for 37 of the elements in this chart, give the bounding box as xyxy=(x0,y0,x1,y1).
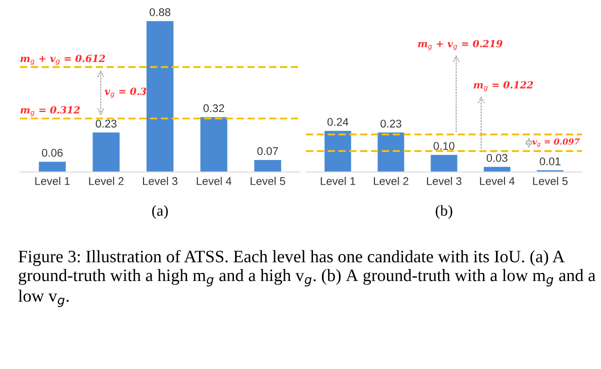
bar xyxy=(92,132,120,172)
bar xyxy=(430,154,458,172)
x-tick-label: Level 2 xyxy=(89,176,124,186)
bar xyxy=(200,117,228,172)
data-label: 0.10 xyxy=(434,142,454,150)
data-label: 0.01 xyxy=(540,157,560,166)
annotation: v$_{g}$ = 0.3 xyxy=(104,88,146,98)
x-tick-label: Level 4 xyxy=(196,176,232,186)
x-tick-label: Level 2 xyxy=(374,176,408,186)
data-label: 0.23 xyxy=(96,120,116,128)
bar xyxy=(324,130,352,172)
x-tick-label: Level 1 xyxy=(320,176,356,186)
x-tick-label: Level 5 xyxy=(533,176,568,186)
ref-line-label: m$_{g}$ + v$_{g}$ = 0.612 xyxy=(20,54,106,65)
data-label: 0.88 xyxy=(150,8,170,16)
data-label: 0.06 xyxy=(42,148,63,157)
ref-line-label: m$_{g}$ = 0.122 xyxy=(474,81,533,92)
ref-line-label: m$_{g}$ + v$_{g}$ = 0.219 xyxy=(418,40,502,50)
x-tick-label: Level 3 xyxy=(143,176,178,186)
bar xyxy=(146,21,174,172)
bar xyxy=(38,162,66,172)
data-label: 0.23 xyxy=(380,120,402,128)
data-label: 0.07 xyxy=(257,147,278,156)
annotation: v$_{g}$ = 0.097 xyxy=(532,138,580,148)
x-tick-label: Level 3 xyxy=(427,176,462,186)
x-tick-label: Level 5 xyxy=(250,176,286,186)
x-tick-label: Level 1 xyxy=(35,176,70,186)
data-label: 0.24 xyxy=(327,118,348,126)
data-label: 0.03 xyxy=(486,154,508,162)
text: Figure 3: Illustration of ATSS. Each level has one candidate with its IoU. (a) A ground-truth with a high m$_{g}$ and a high v$_{g}$. (b) A ground-truth with a low m$_{g}$ and a low v$_{g}$. xyxy=(18,250,596,308)
text: (a) xyxy=(152,205,168,219)
bar xyxy=(378,132,404,172)
bar xyxy=(254,160,282,172)
x-tick-label: Level 4 xyxy=(480,176,515,186)
data-label: 0.32 xyxy=(203,104,224,112)
text: (b) xyxy=(436,205,452,219)
ref-line-label: m$_{g}$ = 0.312 xyxy=(20,106,80,116)
